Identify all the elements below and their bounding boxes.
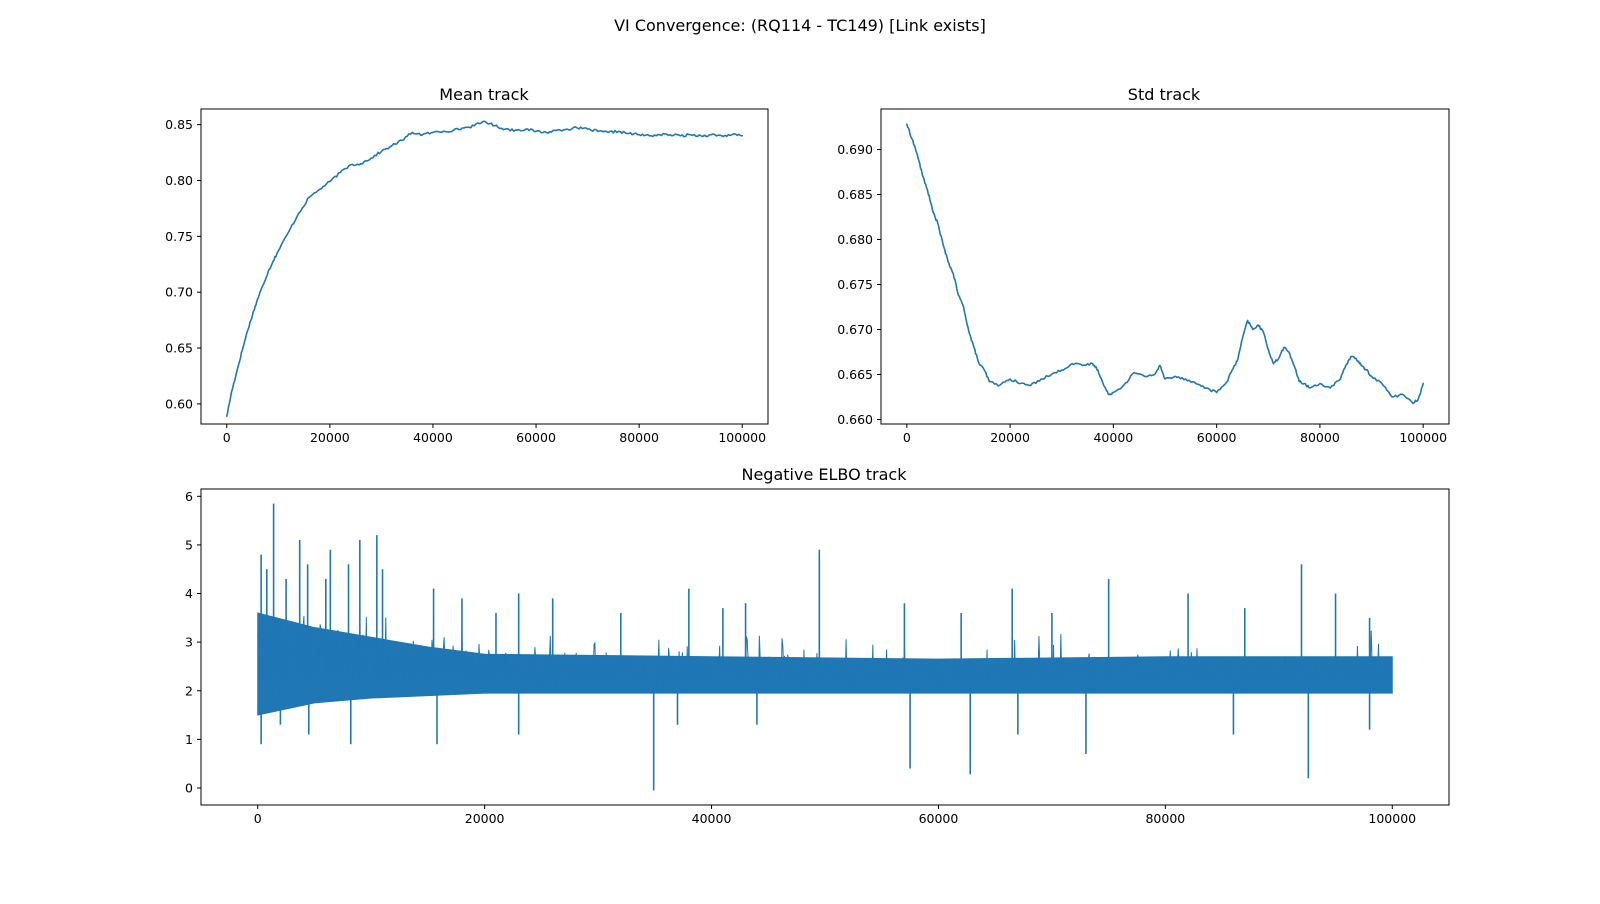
elbo-dense-band (257, 612, 1393, 716)
mean-xtick-label: 100000 (718, 430, 766, 445)
elbo-track-frame (200, 488, 1450, 806)
std-ytick-label: 0.690 (837, 142, 873, 157)
mean-xtick-label: 80000 (619, 430, 659, 445)
std-ytick-label: 0.685 (837, 187, 873, 202)
elbo-xtick-label: 80000 (1145, 811, 1185, 826)
elbo-track-axes: Negative ELBO track 0 20000 40000 60000 8000… (185, 465, 1450, 826)
elbo-track-plot (257, 503, 1393, 791)
mean-track-title: Mean track (439, 85, 529, 104)
mean-track-ticks: 0 20000 40000 60000 80000 100000 0.60 0.65 0.70 0… (165, 117, 766, 445)
mean-xtick-label: 40000 (413, 430, 453, 445)
elbo-xtick-label: 20000 (465, 811, 505, 826)
std-xtick-label: 0 (903, 430, 911, 445)
elbo-noise-line (257, 615, 1393, 698)
mean-ytick-label: 0.85 (165, 117, 193, 132)
mean-xtick-label: 20000 (310, 430, 350, 445)
std-ytick-label: 0.680 (837, 232, 873, 247)
std-xtick-label: 40000 (1093, 430, 1133, 445)
std-series-line (906, 123, 1424, 405)
std-track-frame (880, 108, 1450, 425)
elbo-xtick-label: 40000 (692, 811, 732, 826)
std-track-plot (906, 123, 1424, 405)
elbo-ytick-label: 3 (185, 635, 193, 650)
mean-track-frame (200, 108, 769, 425)
std-xtick-label: 100000 (1399, 430, 1447, 445)
std-track-ticks: 0 20000 40000 60000 80000 100000 0.660 0.665 0.6… (837, 142, 1447, 445)
mean-ytick-label: 0.65 (165, 341, 193, 356)
elbo-ytick-label: 4 (185, 586, 193, 601)
std-ytick-label: 0.665 (837, 367, 873, 382)
mean-ytick-label: 0.70 (165, 285, 193, 300)
mean-ytick-label: 0.60 (165, 396, 193, 411)
mean-track-axes: Mean track 0 20000 40000 60000 80000 100000 0.… (165, 85, 769, 445)
mean-series-line (225, 120, 744, 417)
figure-suptitle: VI Convergence: (RQ114 - TC149) [Link ex… (614, 16, 986, 35)
elbo-ytick-label: 6 (185, 489, 193, 504)
elbo-ytick-label: 1 (185, 732, 193, 747)
elbo-ytick-label: 0 (185, 780, 193, 795)
std-xtick-label: 60000 (1197, 430, 1237, 445)
std-ytick-label: 0.670 (837, 322, 873, 337)
mean-xtick-label: 0 (223, 430, 231, 445)
std-ytick-label: 0.675 (837, 277, 873, 292)
std-ytick-label: 0.660 (837, 412, 873, 427)
mean-ytick-label: 0.80 (165, 173, 193, 188)
elbo-xtick-label: 100000 (1368, 811, 1416, 826)
elbo-ytick-label: 2 (185, 683, 193, 698)
mean-ytick-label: 0.75 (165, 229, 193, 244)
std-xtick-label: 80000 (1300, 430, 1340, 445)
elbo-xtick-label: 60000 (919, 811, 959, 826)
std-track-axes: Std track 0 20000 40000 60000 80000 100000 0.6… (837, 85, 1450, 445)
mean-track-plot (225, 120, 744, 417)
elbo-track-ticks: 0 20000 40000 60000 80000 100000 0 1 2 3 4 5 6 (185, 489, 1416, 826)
std-track-title: Std track (1128, 85, 1201, 104)
std-xtick-label: 20000 (990, 430, 1030, 445)
mean-xtick-label: 60000 (516, 430, 556, 445)
elbo-ytick-label: 5 (185, 537, 193, 552)
elbo-track-title: Negative ELBO track (741, 465, 907, 484)
elbo-xtick-label: 0 (254, 811, 262, 826)
